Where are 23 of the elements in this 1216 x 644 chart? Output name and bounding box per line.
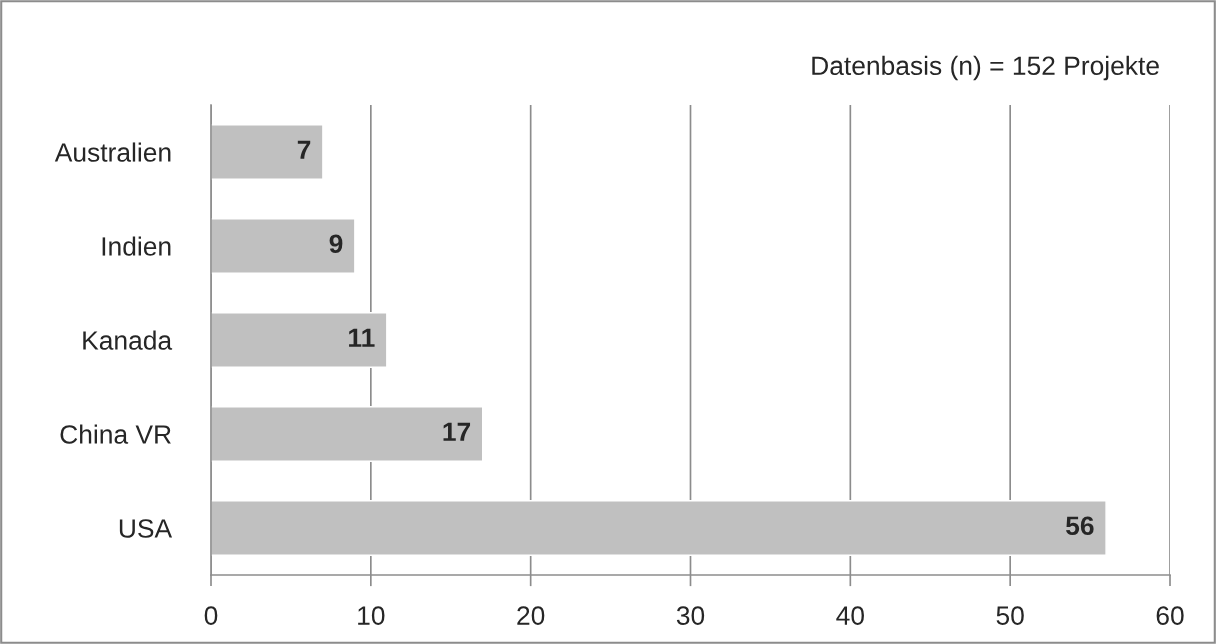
data-label: 11 xyxy=(349,328,375,347)
y-tick-label: China VR xyxy=(60,424,171,444)
x-tick-label: 40 xyxy=(836,606,864,625)
y-tick-label: Indien xyxy=(102,236,171,256)
bar xyxy=(211,500,1107,556)
x-tick-label: 10 xyxy=(358,606,385,625)
bar xyxy=(211,312,388,368)
x-tick-label: 30 xyxy=(676,606,705,625)
y-tick-label: Kanada xyxy=(83,330,173,350)
data-label: 56 xyxy=(1066,516,1094,536)
data-label: 7 xyxy=(297,140,311,159)
bar xyxy=(211,218,356,274)
x-tick-label: 60 xyxy=(1156,606,1184,625)
data-label: 9 xyxy=(329,234,343,254)
text: Datenbasis (n) = 152 Projekte xyxy=(812,55,1159,81)
x-tick-label: 50 xyxy=(996,606,1024,625)
bar xyxy=(211,124,324,180)
y-tick-label: USA xyxy=(119,519,173,538)
x-tick-label: 20 xyxy=(517,606,545,625)
data-label: 17 xyxy=(443,422,471,441)
bar xyxy=(211,406,484,462)
x-tick-label: 0 xyxy=(204,606,218,625)
y-tick-label: Australien xyxy=(54,142,171,162)
